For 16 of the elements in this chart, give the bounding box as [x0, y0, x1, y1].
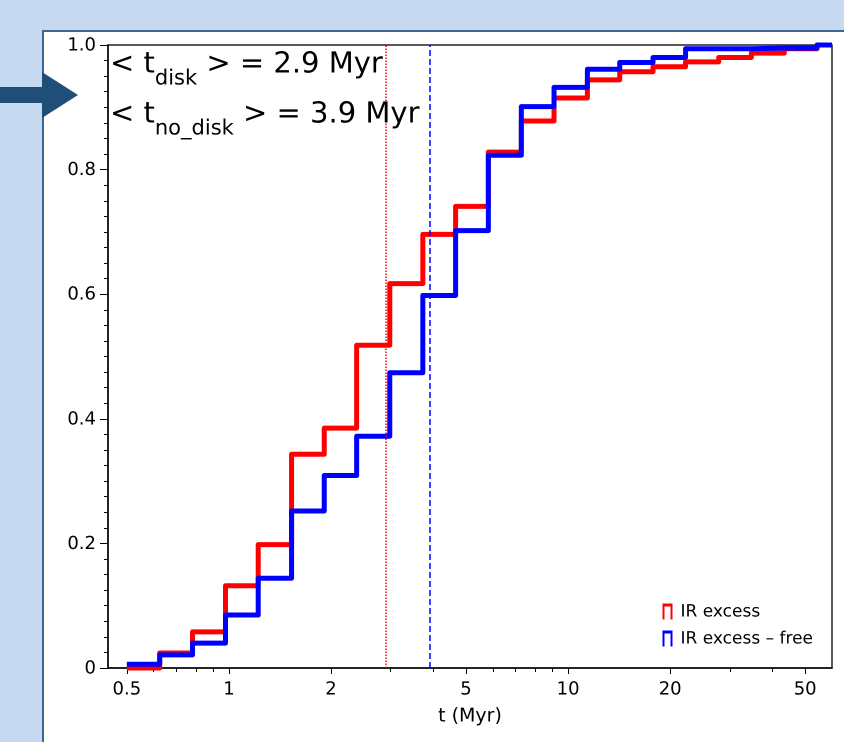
y-tick-label: 0.6: [67, 284, 96, 305]
x-tick-label: 0.5: [112, 678, 142, 700]
x-axis-title: t (Myr): [438, 704, 502, 726]
y-tick-label: 0.2: [67, 532, 96, 554]
x-tick-label: 5: [460, 678, 472, 700]
x-tick-label: 20: [658, 678, 682, 700]
x-tick-label: 2: [325, 678, 337, 700]
x-tick-label: 50: [794, 678, 817, 700]
x-tick-label: 1: [223, 678, 235, 700]
x-tick-label: 10: [556, 678, 580, 700]
y-tick-label: 0.4: [67, 408, 96, 430]
y-tick-label: 1.0: [67, 34, 96, 56]
legend-label: IR excess – free: [680, 628, 814, 648]
legend-label: IR excess: [680, 602, 760, 622]
y-tick-label: 0.8: [67, 159, 96, 180]
y-tick-label: 0: [84, 658, 96, 678]
